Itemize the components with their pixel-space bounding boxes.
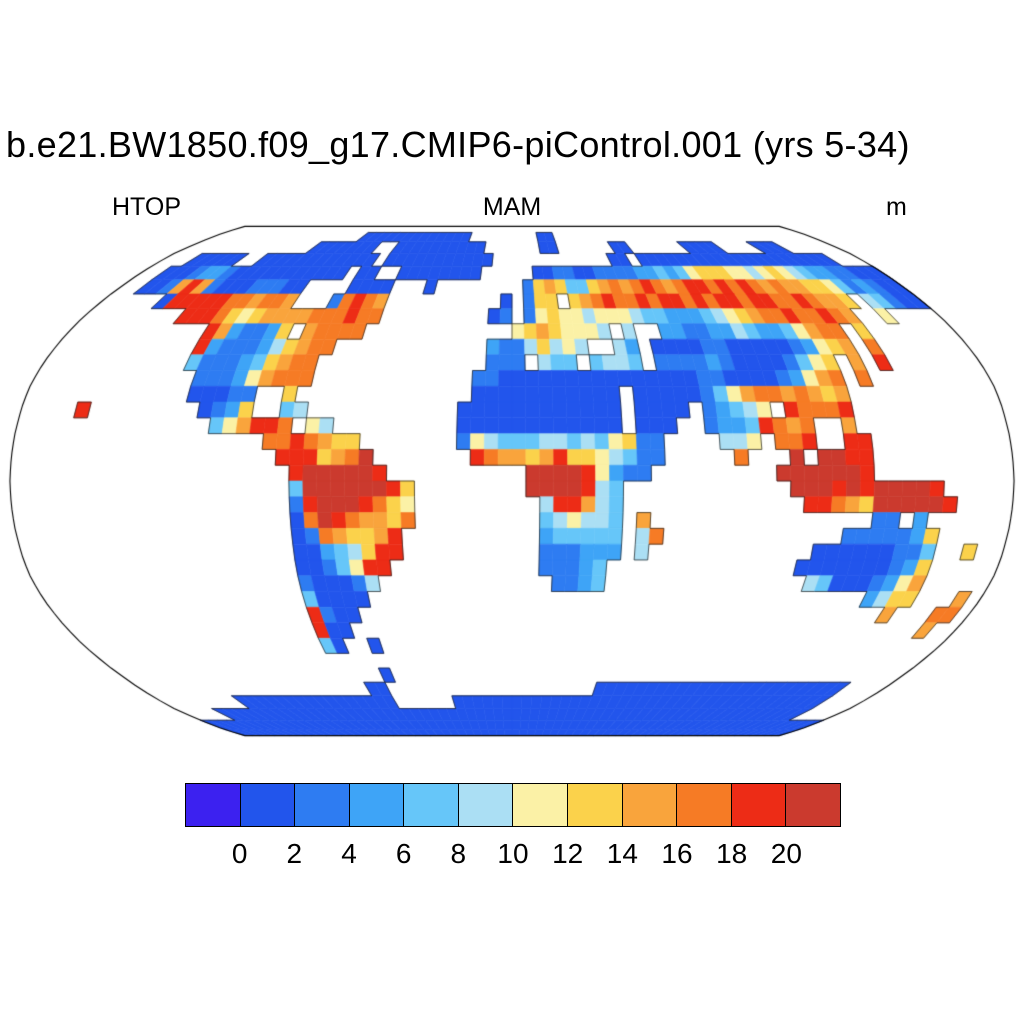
units-label: m xyxy=(886,193,907,221)
colorbar xyxy=(185,783,841,827)
colorbar-cell xyxy=(512,783,569,827)
colorbar-cell xyxy=(294,783,350,827)
plot-title: b.e21.BW1850.f09_g17.CMIP6-piControl.001… xyxy=(6,124,910,165)
colorbar-cell xyxy=(403,783,459,827)
variable-label: HTOP xyxy=(112,193,181,221)
colorbar-cell xyxy=(185,783,241,827)
colorbar-cell xyxy=(785,783,841,827)
colorbar-cell xyxy=(567,783,623,827)
colorbar-cell xyxy=(457,783,514,827)
colorbar-cell xyxy=(730,783,787,827)
season-label: MAM xyxy=(482,193,542,221)
colorbar-cell xyxy=(348,783,405,827)
colorbar-cell xyxy=(676,783,732,827)
colorbar-cell xyxy=(239,783,296,827)
colorbar-cell xyxy=(621,783,678,827)
